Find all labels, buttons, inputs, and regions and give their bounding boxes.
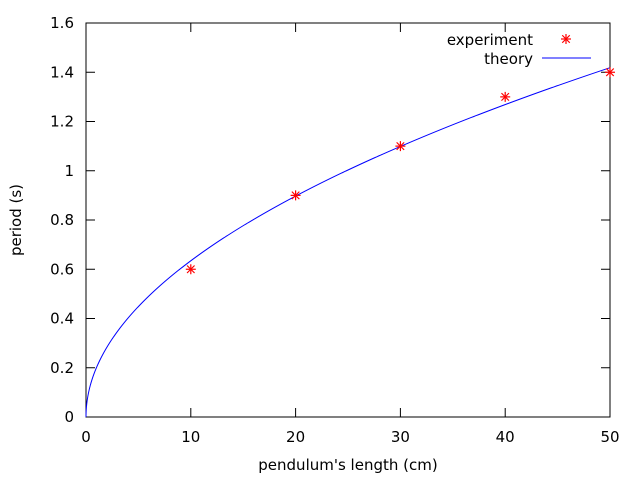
x-tick-label: 10 (181, 428, 200, 446)
legend-label-experiment: experiment (447, 31, 533, 49)
x-tick-label: 40 (496, 428, 515, 446)
y-tick-label: 1 (64, 162, 74, 180)
y-tick-label: 0.4 (50, 310, 74, 328)
theory-line (85, 67, 611, 417)
legend-label-theory: theory (484, 50, 533, 68)
y-tick-label: 1.6 (50, 14, 74, 32)
y-tick-label: 0 (64, 408, 74, 426)
experiment-point (500, 91, 511, 102)
legend-marker-experiment (561, 34, 571, 44)
x-tick-label: 50 (600, 428, 619, 446)
y-tick-label: 1.4 (50, 63, 74, 81)
experiment-point (290, 190, 301, 201)
plot-frame (85, 22, 611, 418)
y-tick-label: 0.6 (50, 260, 74, 278)
experiment-point (605, 67, 615, 78)
y-tick-label: 1.2 (50, 113, 74, 131)
experiment-point (185, 264, 196, 275)
x-tick-label: 30 (391, 428, 410, 446)
y-tick-label: 0.8 (50, 211, 74, 229)
y-tick-label: 0.2 (50, 359, 74, 377)
experiment-point (395, 141, 406, 152)
x-axis-label: pendulum's length (cm) (258, 456, 437, 474)
y-axis-label: period (s) (7, 184, 25, 256)
legend: experiment theory (447, 31, 591, 68)
x-tick-label: 0 (81, 428, 91, 446)
x-tick-label: 20 (286, 428, 305, 446)
